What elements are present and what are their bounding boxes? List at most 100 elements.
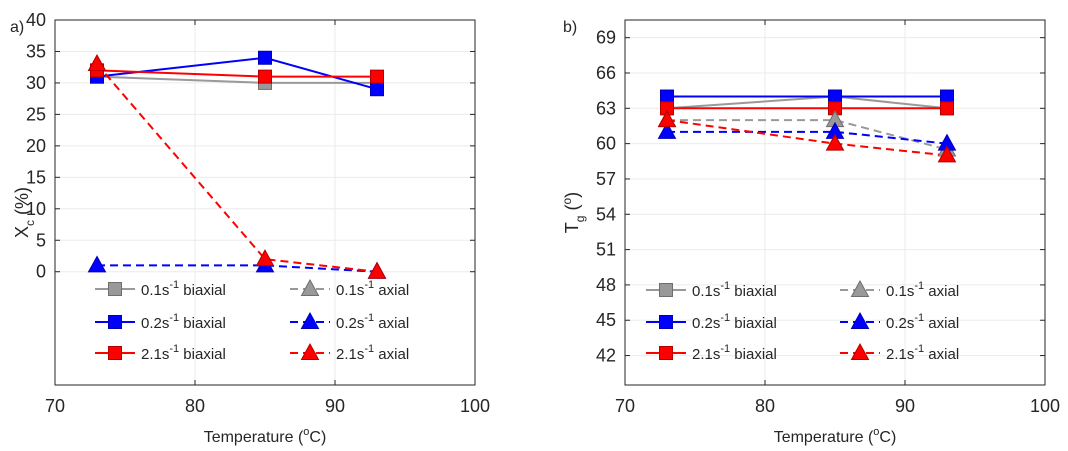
- legend-marker-square: [108, 346, 122, 360]
- axes-box: [624, 19, 1046, 386]
- legend-marker-triangle: [300, 342, 320, 360]
- legend-marker-triangle: [850, 342, 870, 360]
- legend-marker-triangle: [850, 279, 870, 297]
- data-point-s2-2: [940, 101, 954, 116]
- legend-label-mode: axial: [924, 315, 959, 332]
- legend-item-2: 2.1s-1 biaxial: [95, 343, 226, 363]
- legend-label-exponent: -1: [720, 343, 730, 355]
- y-axis-label-group: Tg (o): [560, 192, 587, 233]
- data-point-s1-2: [940, 89, 954, 104]
- series-markers: [87, 50, 387, 279]
- plot-area: [625, 20, 1045, 385]
- data-point-s1-1: [828, 89, 842, 104]
- y-tick-label: 57: [596, 169, 616, 189]
- y-axis-label-text: X: [12, 226, 32, 238]
- y-tick-label: 63: [596, 98, 616, 118]
- y-tick-label: 54: [596, 204, 616, 224]
- legend-label: 0.2s-1 biaxial: [141, 312, 226, 332]
- legend-label-rate: 0.2s: [141, 315, 169, 332]
- y-axis-label-group: Xc (%): [12, 187, 37, 238]
- x-tick-label: 80: [755, 396, 775, 416]
- y-axis-label-text: T: [562, 222, 582, 233]
- x-axis-label-sup: o: [873, 426, 879, 438]
- legend-label-exponent: -1: [720, 280, 730, 292]
- x-tick-label: 80: [185, 396, 205, 416]
- y-axis-label-sup: o: [560, 198, 574, 205]
- tick-marks: [624, 20, 1046, 385]
- legend-marker-square: [659, 346, 673, 360]
- legend-label-rate: 0.2s: [692, 315, 720, 332]
- legend-label-mode: axial: [924, 283, 959, 300]
- legend-label: 0.1s-1 axial: [886, 280, 959, 300]
- chart-panel-a: 70 80 90 100 0 5 10 15 20 25 30 35 40a) Temperature (…: [10, 10, 490, 446]
- legend-label-mode: biaxial: [730, 283, 777, 300]
- legend-item-1: 0.2s-1 biaxial: [95, 312, 226, 332]
- legend-label-mode: biaxial: [179, 315, 226, 332]
- data-point-s5-2: [937, 145, 957, 163]
- legend-item-1: 0.2s-1 biaxial: [646, 312, 777, 332]
- series-line-5: [96, 63, 378, 273]
- y-tick-label: 15: [26, 167, 46, 187]
- legend-label-rate: 2.1s: [886, 346, 914, 363]
- y-tick-label: 69: [596, 28, 616, 48]
- x-axis-label-text: Temperature (: [774, 429, 874, 446]
- tick-marks: [54, 19, 476, 385]
- legend-item-4: 0.2s-1 axial: [840, 311, 959, 332]
- data-point-s2-2: [370, 69, 384, 84]
- panel-label: b): [563, 19, 577, 36]
- legend-label-exponent: -1: [169, 343, 179, 355]
- x-tick-label: 90: [325, 396, 345, 416]
- y-tick-label: 48: [596, 275, 616, 295]
- y-axis-label-sub: g: [573, 216, 587, 223]
- data-point-s5-1: [825, 133, 845, 151]
- x-axis-label-unit: C): [879, 429, 896, 446]
- legend-label-mode: biaxial: [179, 346, 226, 363]
- legend-item-0: 0.1s-1 biaxial: [646, 280, 777, 300]
- legend-marker-square: [108, 282, 122, 296]
- data-point-s5-0: [657, 110, 677, 128]
- legend-label-rate: 2.1s: [336, 346, 364, 363]
- legend-label-rate: 0.1s: [886, 283, 914, 300]
- y-tick-label: 0: [36, 262, 46, 282]
- legend-label-rate: 0.1s: [336, 282, 364, 299]
- series-line-4: [667, 130, 948, 145]
- data-point-s1-1: [258, 50, 272, 65]
- x-axis-label: Temperature (oC): [204, 426, 327, 446]
- legend-label-mode: axial: [374, 282, 409, 299]
- x-tick-label: 90: [895, 396, 915, 416]
- data-point-s5-0: [87, 54, 107, 72]
- legend-label-mode: axial: [374, 315, 409, 332]
- legend-label-mode: axial: [924, 346, 959, 363]
- series-line-3: [667, 119, 948, 151]
- x-axis-label-text: Temperature (: [204, 429, 304, 446]
- legend-label: 0.2s-1 axial: [336, 312, 409, 332]
- legend-item-0: 0.1s-1 biaxial: [95, 279, 226, 299]
- x-axis-label-unit: C): [309, 429, 326, 446]
- y-tick-label: 10: [26, 199, 46, 219]
- data-point-s5-1: [255, 249, 275, 267]
- legend-item-3: 0.1s-1 axial: [290, 278, 409, 299]
- y-tick-label: 35: [26, 41, 46, 61]
- legend-label-rate: 0.2s: [336, 315, 364, 332]
- y-tick-label: 40: [26, 10, 46, 30]
- legend-item-4: 0.2s-1 axial: [290, 311, 409, 332]
- legend-label: 2.1s-1 axial: [886, 343, 959, 363]
- x-axis-label: Temperature (oC): [774, 426, 897, 446]
- data-point-s4-0: [657, 121, 677, 139]
- series-line-4: [97, 264, 378, 273]
- y-axis-label: Tg (o): [560, 192, 587, 233]
- x-tick-label: 70: [615, 396, 635, 416]
- legend-label-rate: 0.1s: [692, 283, 720, 300]
- legend-label-mode: axial: [374, 346, 409, 363]
- legend-label-exponent: -1: [364, 279, 374, 291]
- panel-label: a): [10, 19, 24, 36]
- legend-label-mode: biaxial: [730, 346, 777, 363]
- chart-panel-b: 70 80 90 100 42 45 48 51 54 57 60 63 66 69 b) Temperatu…: [560, 19, 1060, 446]
- y-tick-label: 30: [26, 73, 46, 93]
- legend-label: 2.1s-1 biaxial: [141, 343, 226, 363]
- legend-label: 0.1s-1 axial: [336, 279, 409, 299]
- x-tick-label: 100: [460, 396, 490, 416]
